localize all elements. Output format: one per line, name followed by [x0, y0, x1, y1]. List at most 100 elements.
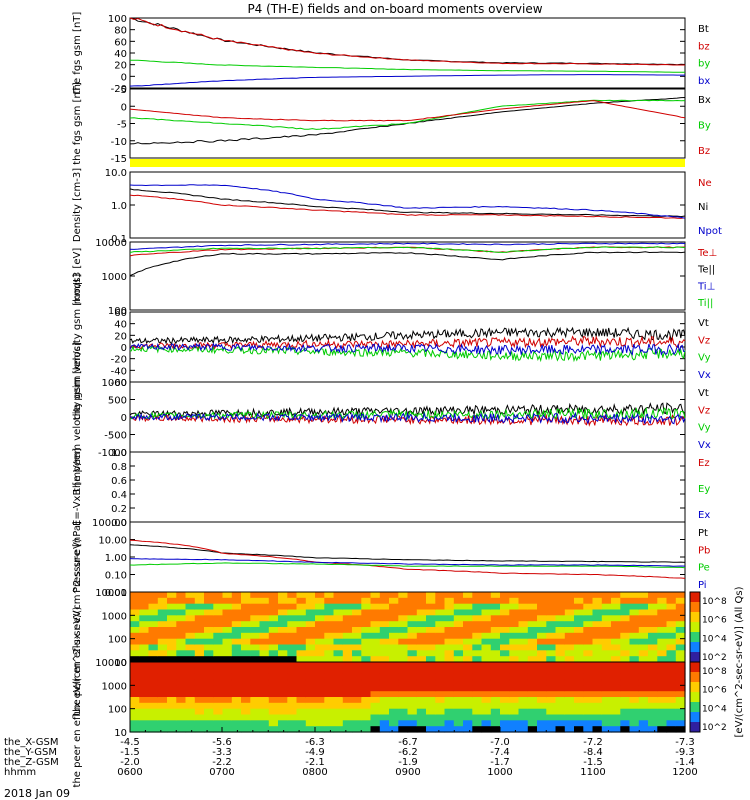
heatmap-cell	[666, 627, 677, 634]
legend-entry: Vy	[698, 423, 711, 434]
heatmap-cell	[342, 714, 353, 721]
heatmap-cell	[389, 615, 399, 622]
heatmap-cell	[555, 597, 566, 605]
heatmap-cell	[435, 691, 446, 698]
heatmap-cell	[611, 679, 621, 686]
heatmap-cell	[611, 627, 621, 634]
heatmap-cell	[305, 679, 316, 686]
heatmap-cell	[250, 609, 261, 616]
heatmap-cell	[657, 702, 668, 710]
heatmap-cell	[620, 650, 631, 657]
heatmap-cell	[185, 714, 196, 721]
heatmap-cell	[648, 708, 658, 716]
heatmap-cell	[333, 679, 344, 686]
heatmap-cell	[324, 667, 335, 675]
heatmap-cell	[472, 644, 483, 651]
heatmap-cell	[648, 714, 658, 721]
heatmap-cell	[648, 627, 658, 634]
heatmap-cell	[574, 638, 584, 646]
y-tick-label: -1000	[98, 448, 127, 459]
heatmap-cell	[268, 638, 279, 646]
heatmap-cell	[241, 708, 251, 716]
heatmap-cell	[259, 708, 270, 716]
heatmap-cell	[342, 720, 353, 727]
heatmap-cell	[148, 592, 159, 599]
heatmap-cell	[472, 621, 483, 628]
heatmap-cell	[426, 697, 436, 704]
heatmap-cell	[370, 702, 381, 710]
heatmap-cell	[389, 691, 399, 698]
heatmap-cell	[278, 691, 288, 698]
heatmap-cell	[444, 609, 455, 616]
heatmap-cell	[167, 679, 177, 686]
heatmap-cell	[416, 679, 427, 686]
heatmap-cell	[157, 714, 168, 721]
heatmap-cell	[333, 667, 344, 675]
heatmap-cell	[352, 644, 362, 651]
heatmap-cell	[657, 644, 668, 651]
heatmap-cell	[361, 662, 372, 669]
y-tick-label: 10000	[95, 588, 127, 599]
heatmap-cell	[324, 644, 335, 651]
heatmap-cell	[629, 697, 640, 704]
heatmap-cell	[305, 603, 316, 611]
heatmap-cell	[167, 597, 177, 605]
colorbar-tick: 10^4	[702, 704, 727, 714]
heatmap-cell	[352, 679, 362, 686]
heatmap-cell	[194, 667, 205, 675]
heatmap-cell	[601, 609, 612, 616]
heatmap-cell	[407, 609, 418, 616]
heatmap-cell	[259, 697, 270, 704]
heatmap-cell	[648, 726, 658, 733]
heatmap-cell	[620, 726, 631, 733]
heatmap-cell	[222, 673, 233, 681]
heatmap-cell	[546, 638, 557, 646]
heatmap-cell	[352, 656, 362, 663]
heatmap-cell	[481, 702, 492, 710]
heatmap-cell	[139, 720, 150, 727]
heatmap-cell	[657, 656, 668, 663]
heatmap-cell	[546, 597, 557, 605]
series-line	[129, 251, 686, 277]
heatmap-cell	[629, 592, 640, 599]
heatmap-cell	[463, 627, 473, 634]
colorbar-step	[690, 692, 700, 703]
heatmap-cell	[444, 627, 455, 634]
heatmap-cell	[222, 667, 233, 675]
heatmap-cell	[629, 627, 640, 634]
y-tick-label: 80	[114, 26, 127, 37]
heatmap-cell	[648, 656, 658, 663]
y-axis-label: the peim velocity gsm [km/s]	[72, 274, 83, 421]
heatmap-cell	[601, 656, 612, 663]
heatmap-cell	[342, 650, 353, 657]
series-line	[129, 558, 686, 567]
heatmap-cell	[453, 621, 464, 628]
heatmap-cell	[444, 603, 455, 611]
heatmap-cell	[241, 609, 251, 616]
heatmap-cell	[167, 621, 177, 628]
heatmap-cell	[324, 656, 335, 663]
heatmap-cell	[490, 726, 501, 733]
heatmap-cell	[500, 720, 510, 727]
heatmap-cell	[564, 697, 575, 704]
heatmap-cell	[194, 685, 205, 692]
heatmap-cell	[148, 685, 159, 692]
heatmap-cell	[481, 685, 492, 692]
y-tick-label: 20	[114, 331, 127, 342]
heatmap-cell	[638, 603, 649, 611]
heatmap-cell	[130, 644, 140, 651]
heatmap-cell	[564, 603, 575, 611]
heatmap-cell	[574, 650, 584, 657]
heatmap-cell	[287, 603, 298, 611]
heatmap-cell	[620, 691, 631, 698]
heatmap-cell	[324, 726, 335, 733]
heatmap-cell	[370, 697, 381, 704]
heatmap-cell	[204, 691, 214, 698]
heatmap-cell	[370, 679, 381, 686]
heatmap-cell	[389, 621, 399, 628]
heatmap-cell	[453, 673, 464, 681]
heatmap-cell	[361, 697, 372, 704]
heatmap-cell	[213, 644, 224, 651]
heatmap-cell	[278, 720, 288, 727]
